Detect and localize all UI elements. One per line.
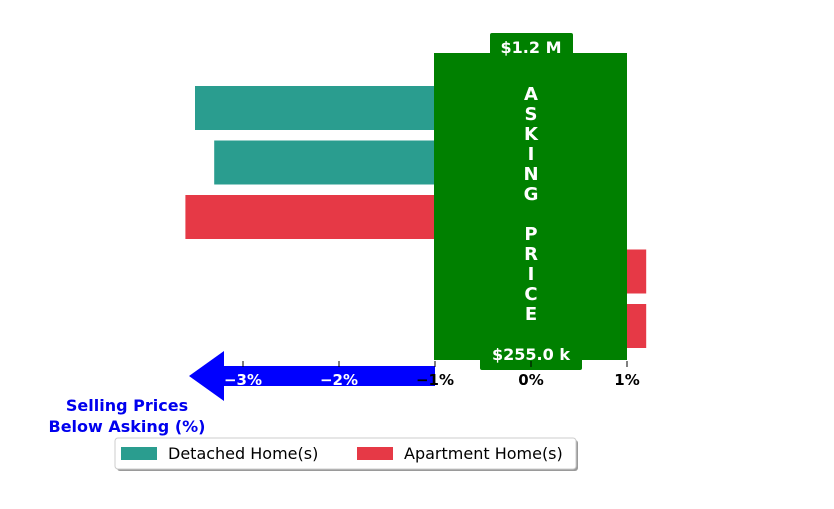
x-axis: −3% −2% −1% 0% 1% bbox=[224, 361, 640, 389]
x-tick-label-1: −3% bbox=[224, 371, 262, 389]
asking-letter-3: K bbox=[524, 124, 539, 145]
left-arrow-icon bbox=[189, 351, 435, 401]
asking-letter-1: A bbox=[524, 84, 538, 105]
asking-letter-9: R bbox=[524, 244, 538, 265]
legend: Detached Home(s) Apartment Home(s) bbox=[114, 437, 578, 471]
asking-letter-4: I bbox=[528, 144, 535, 165]
asking-price-max-label: $1.2 M bbox=[501, 38, 562, 57]
asking-price-min-box bbox=[480, 341, 582, 370]
asking-letter-2: S bbox=[525, 104, 538, 125]
legend-label-apartment: Apartment Home(s) bbox=[404, 444, 563, 463]
x-tick-label-3: −1% bbox=[416, 371, 454, 389]
legend-label-detached: Detached Home(s) bbox=[168, 444, 318, 463]
x-axis-label-line-1: Selling Prices bbox=[66, 396, 188, 415]
legend-swatch-apartment bbox=[357, 447, 393, 460]
asking-letter-8: P bbox=[524, 224, 537, 245]
asking-letter-11: C bbox=[524, 284, 537, 305]
legend-frame bbox=[114, 437, 577, 470]
asking-letter-6: G bbox=[524, 184, 539, 205]
asking-letter-12: E bbox=[525, 304, 537, 325]
asking-price-band-rect bbox=[434, 53, 627, 360]
asking-letter-5: N bbox=[523, 164, 538, 185]
asking-price-max-box bbox=[490, 33, 573, 61]
x-axis-label: Selling Prices Below Asking (%) bbox=[49, 396, 206, 436]
x-tick-label-5: 1% bbox=[614, 371, 639, 389]
x-axis-label-line-2: Below Asking (%) bbox=[49, 417, 206, 436]
asking-letter-10: I bbox=[528, 264, 535, 285]
direction-arrow bbox=[189, 351, 435, 401]
asking-price-min-label: $255.0 k bbox=[492, 345, 570, 364]
x-tick-label-2: −2% bbox=[320, 371, 358, 389]
x-tick-label-4: 0% bbox=[518, 371, 543, 389]
legend-swatch-detached bbox=[121, 447, 157, 460]
